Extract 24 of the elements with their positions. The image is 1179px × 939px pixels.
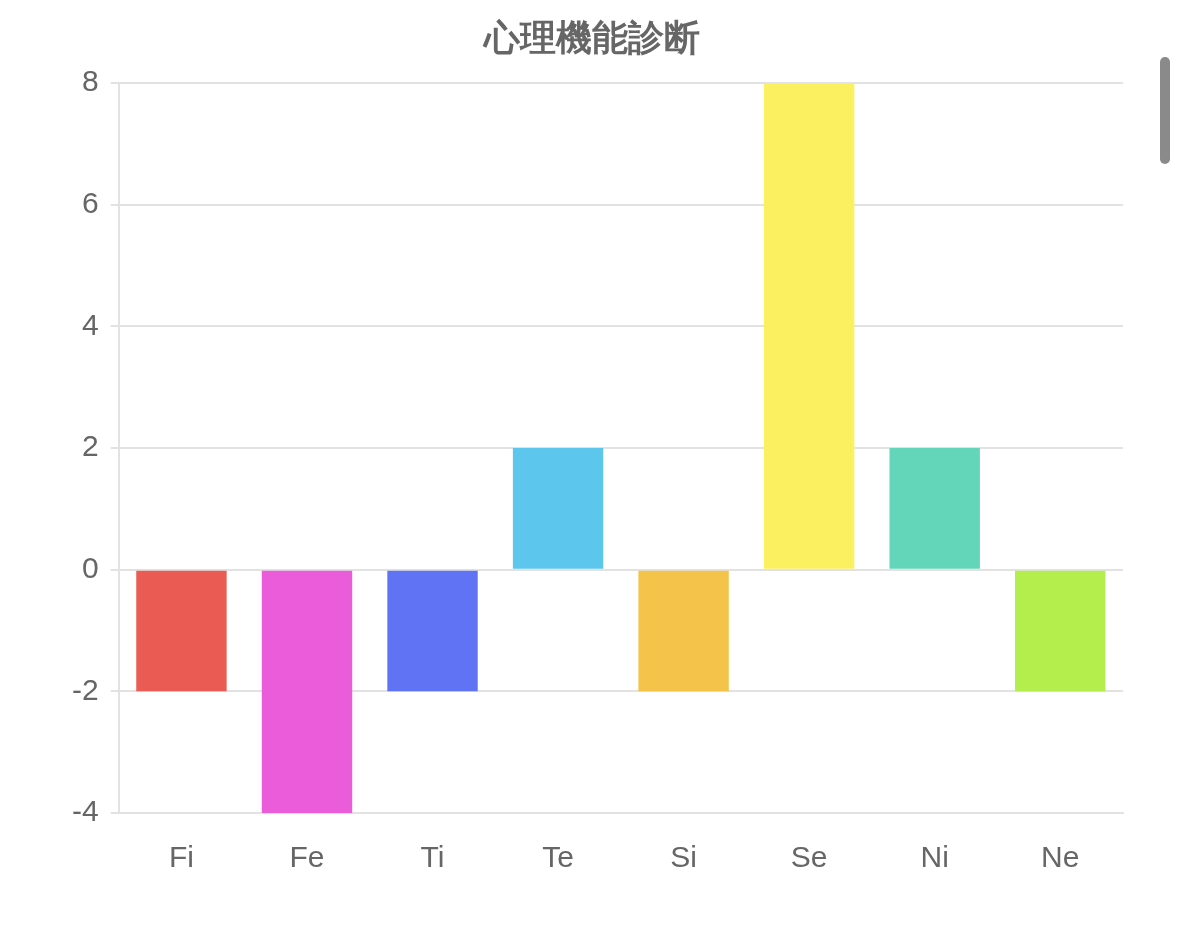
bar bbox=[1015, 570, 1106, 692]
y-tick-label: 2 bbox=[81, 429, 99, 463]
bar bbox=[889, 448, 980, 569]
x-tick-label: Fi bbox=[168, 840, 194, 874]
x-tick-label: Fe bbox=[289, 840, 325, 874]
bar bbox=[136, 570, 227, 692]
bar bbox=[387, 570, 478, 692]
x-tick-label: Ti bbox=[420, 840, 445, 874]
x-tick-label: Se bbox=[790, 840, 828, 874]
y-tick-label: 6 bbox=[81, 186, 99, 220]
y-tick-label: 8 bbox=[81, 64, 99, 98]
chart-title: 心理機能診断 bbox=[481, 16, 700, 58]
bar bbox=[512, 448, 604, 569]
bar bbox=[638, 570, 729, 692]
x-tick-label: Ni bbox=[920, 840, 949, 874]
y-tick-label: 0 bbox=[81, 551, 99, 584]
bar bbox=[261, 570, 353, 813]
bar bbox=[763, 83, 855, 569]
x-tick-label: Si bbox=[670, 840, 697, 874]
x-tick-label: Te bbox=[542, 840, 574, 874]
y-tick-label: -4 bbox=[71, 794, 99, 828]
y-tick-label: -2 bbox=[71, 672, 99, 706]
x-tick-label: Ne bbox=[1041, 840, 1080, 874]
y-tick-label: 4 bbox=[81, 307, 99, 341]
